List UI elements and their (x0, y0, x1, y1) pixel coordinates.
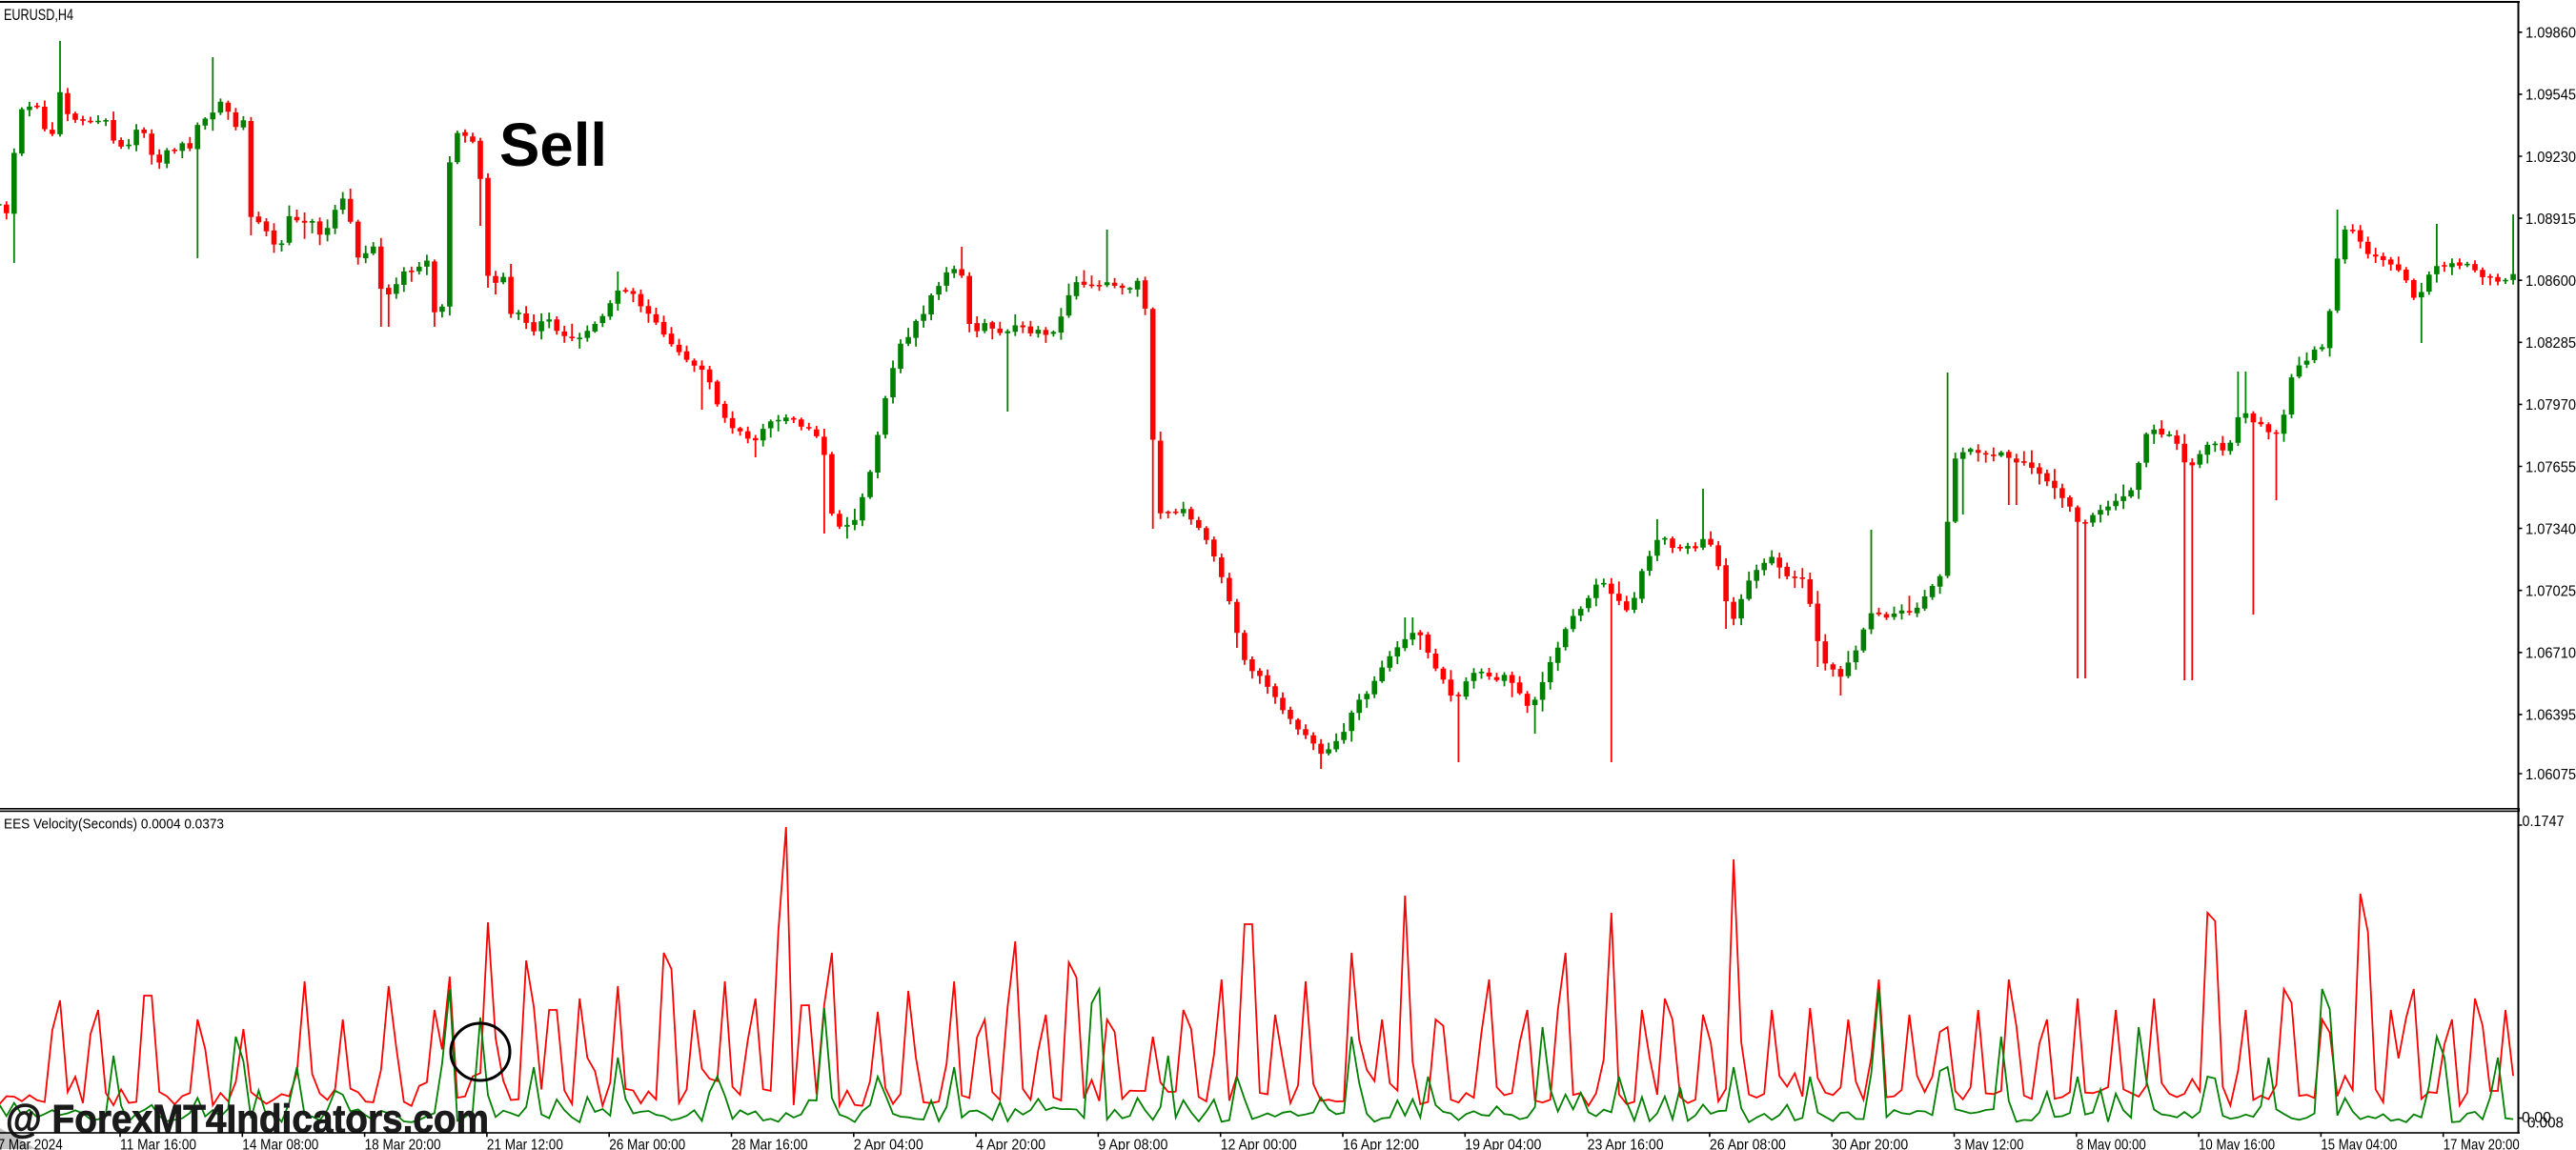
svg-text:9 Apr 08:00: 9 Apr 08:00 (1098, 1138, 1167, 1150)
svg-text:1.07655: 1.07655 (2525, 459, 2576, 475)
svg-text:28 Mar 16:00: 28 Mar 16:00 (732, 1138, 808, 1150)
svg-text:1.07970: 1.07970 (2525, 397, 2576, 414)
svg-text:1.08915: 1.08915 (2525, 212, 2576, 228)
svg-text:1.09860: 1.09860 (2525, 26, 2576, 42)
svg-text:Sell: Sell (499, 111, 607, 179)
svg-text:14 Mar 08:00: 14 Mar 08:00 (242, 1138, 318, 1150)
svg-text:1.06395: 1.06395 (2525, 708, 2576, 724)
svg-text:15 May 04:00: 15 May 04:00 (2321, 1138, 2397, 1150)
svg-text:23 Apr 16:00: 23 Apr 16:00 (1588, 1138, 1664, 1150)
svg-text:19 Apr 04:00: 19 Apr 04:00 (1465, 1138, 1541, 1150)
svg-text:4 Apr 20:00: 4 Apr 20:00 (976, 1138, 1045, 1150)
svg-text:11 Mar 16:00: 11 Mar 16:00 (120, 1138, 196, 1150)
svg-text:26 Mar 00:00: 26 Mar 00:00 (609, 1138, 685, 1150)
svg-text:26 Apr 08:00: 26 Apr 08:00 (1710, 1138, 1786, 1150)
svg-text:EURUSD,H4: EURUSD,H4 (4, 6, 73, 24)
svg-text:0.00: 0.00 (2522, 1110, 2551, 1126)
svg-text:16 Apr 12:00: 16 Apr 12:00 (1343, 1138, 1419, 1150)
svg-text:@ ForexMT4Indicators.com: @ ForexMT4Indicators.com (6, 1097, 489, 1141)
svg-text:1.07340: 1.07340 (2525, 521, 2576, 537)
svg-text:0.008: 0.008 (2527, 1116, 2564, 1132)
svg-text:1.09545: 1.09545 (2525, 88, 2576, 104)
svg-text:17 May 20:00: 17 May 20:00 (2444, 1138, 2520, 1150)
svg-text:12 Apr 00:00: 12 Apr 00:00 (1221, 1138, 1297, 1150)
svg-text:1.09230: 1.09230 (2525, 150, 2576, 166)
svg-text:1.08285: 1.08285 (2525, 335, 2576, 352)
svg-text:1.06710: 1.06710 (2525, 646, 2576, 662)
svg-text:18 Mar 20:00: 18 Mar 20:00 (365, 1138, 441, 1150)
svg-text:1.08600: 1.08600 (2525, 273, 2576, 290)
svg-text:2 Apr 04:00: 2 Apr 04:00 (854, 1138, 923, 1150)
svg-text:1.07025: 1.07025 (2525, 584, 2576, 600)
svg-text:21 Mar 12:00: 21 Mar 12:00 (487, 1138, 563, 1150)
svg-text:8 May 00:00: 8 May 00:00 (2077, 1138, 2146, 1150)
svg-text:30 Apr 20:00: 30 Apr 20:00 (1832, 1138, 1908, 1150)
svg-text:3 May 12:00: 3 May 12:00 (1955, 1138, 2024, 1150)
svg-text:10 May 16:00: 10 May 16:00 (2199, 1138, 2275, 1150)
svg-text:EES Velocity(Seconds) 0.0004 0: EES Velocity(Seconds) 0.0004 0.0373 (4, 817, 224, 833)
svg-text:7 Mar 2024: 7 Mar 2024 (0, 1138, 63, 1150)
svg-text:1.06075: 1.06075 (2525, 767, 2576, 783)
svg-text:0.1747: 0.1747 (2523, 814, 2565, 830)
